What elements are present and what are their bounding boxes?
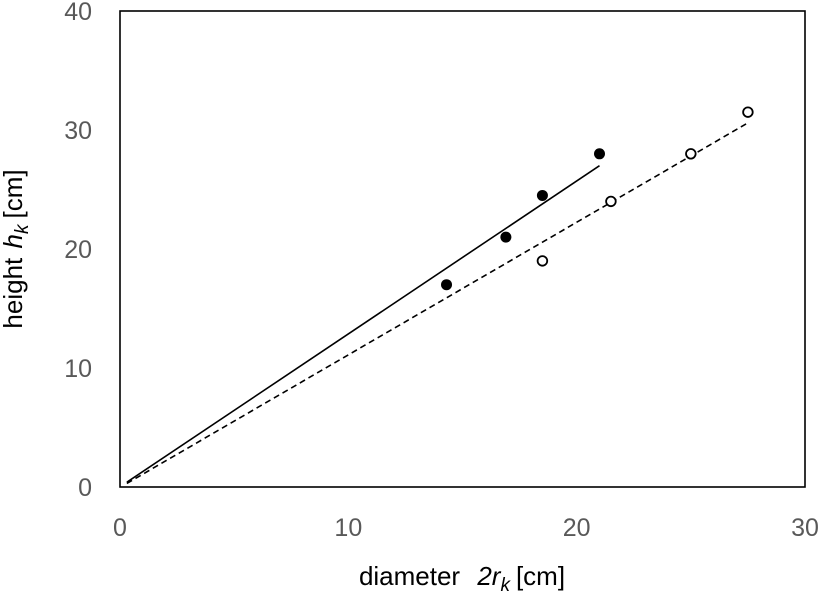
data-point-s2-3 [685, 148, 697, 160]
data-point-s2-2 [605, 195, 617, 208]
x-tick-label: 20 [563, 514, 591, 542]
y-tick-label: 20 [64, 236, 92, 264]
fit-lines [126, 122, 749, 485]
x-axis-title-unit: [cm] [516, 561, 565, 591]
y-axis-title: height hk [cm] [0, 169, 33, 328]
y-tick-label: 10 [64, 355, 92, 383]
y-tick-label: 40 [64, 0, 92, 26]
data-point-s1-1 [441, 279, 453, 291]
fit-line-1 [126, 165, 600, 483]
x-tick-labels: 0 10 20 30 [113, 514, 819, 542]
y-tick-labels: 0 10 20 30 40 [64, 0, 92, 502]
y-axis-title-subscript: k [12, 223, 33, 234]
x-tick-label: 0 [113, 514, 127, 542]
data-points [441, 106, 754, 291]
x-axis-title-math: 2r [476, 561, 501, 591]
plot-area [119, 10, 806, 488]
x-tick-label: 30 [791, 514, 819, 542]
data-point-s1-4 [594, 148, 605, 160]
x-axis-title-prefix: diameter [359, 561, 460, 591]
y-axis-title-unit: [cm] [0, 169, 28, 218]
x-axis-title: diameter 2rk [cm] [359, 561, 565, 592]
data-point-s2-1 [536, 255, 549, 267]
fit-line-2 [126, 122, 749, 485]
y-tick-label: 30 [64, 117, 92, 145]
y-tick-label: 0 [78, 474, 92, 502]
data-point-s1-3 [536, 189, 548, 201]
y-axis-title-prefix: height [0, 257, 28, 329]
data-point-s1-2 [500, 231, 512, 243]
data-point-s2-4 [742, 106, 754, 118]
x-axis-title-subscript: k [500, 575, 511, 592]
y-axis-title-math: h [0, 234, 28, 248]
x-tick-label: 10 [334, 514, 362, 542]
